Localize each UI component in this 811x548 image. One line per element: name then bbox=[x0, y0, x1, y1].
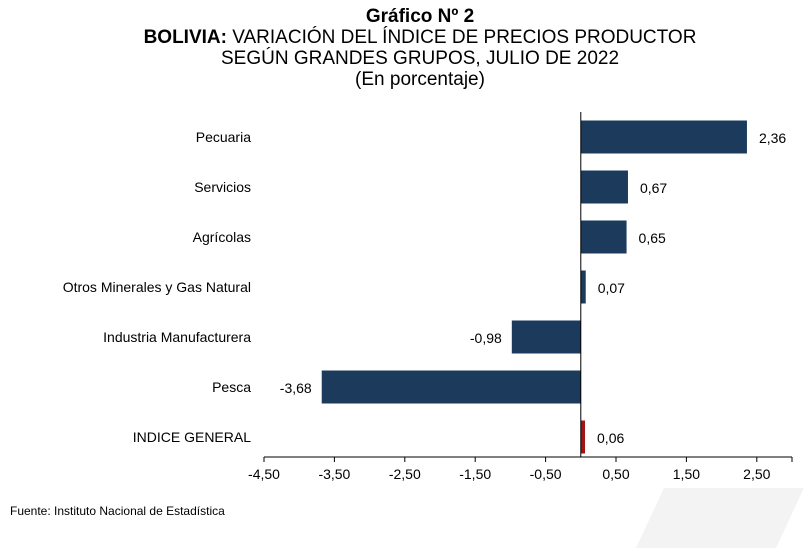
category-label: Pecuaria bbox=[196, 129, 251, 145]
source-note: Fuente: Instituto Nacional de Estadístic… bbox=[10, 504, 225, 518]
chart-title-country: BOLIVIA: bbox=[143, 27, 227, 48]
value-label: -0,98 bbox=[470, 330, 502, 346]
decorative-shape bbox=[636, 488, 804, 548]
bar-chart: Pecuaria 2,36 Servicios 0,67 Agrícolas 0,65 Ot… bbox=[63, 112, 793, 482]
value-label: 0,07 bbox=[598, 280, 625, 296]
chart-titles: Gráfico Nº 2 BOLIVIA: VARIACIÓN DEL ÍNDI… bbox=[0, 6, 811, 90]
bar-servicios bbox=[580, 170, 628, 204]
value-label: 2,36 bbox=[759, 130, 786, 146]
chart-number: Gráfico Nº 2 bbox=[365, 6, 475, 27]
x-tick-label: -4,50 bbox=[248, 466, 280, 482]
category-label: Servicios bbox=[194, 179, 251, 195]
bar-otros-minerales-y-gas-natural bbox=[580, 270, 586, 304]
value-label: -3,68 bbox=[280, 380, 312, 396]
bar-pesca bbox=[321, 370, 581, 404]
x-tick-label: -0,50 bbox=[530, 466, 562, 482]
chart-title-text: VARIACIÓN DEL ÍNDICE DE PRECIOS PRODUCTO… bbox=[226, 27, 697, 48]
chart-title: BOLIVIA: VARIACIÓN DEL ÍNDICE DE PRECIOS… bbox=[0, 27, 811, 48]
bar-indice-general bbox=[580, 420, 586, 454]
x-tick-label: 2,50 bbox=[743, 466, 770, 482]
category-label: Pesca bbox=[212, 379, 251, 395]
x-tick-label: -1,50 bbox=[459, 466, 491, 482]
category-label: INDICE GENERAL bbox=[133, 429, 251, 445]
category-label: Otros Minerales y Gas Natural bbox=[63, 279, 251, 295]
value-label: 0,06 bbox=[597, 430, 624, 446]
bar-agr-colas bbox=[580, 220, 627, 254]
category-label: Agrícolas bbox=[193, 229, 251, 245]
category-label: Industria Manufacturera bbox=[103, 329, 251, 345]
chart-unit: (En porcentaje) bbox=[355, 69, 485, 90]
x-tick-label: -2,50 bbox=[389, 466, 421, 482]
x-tick-label: 0,50 bbox=[602, 466, 629, 482]
chart-subtitle: SEGÚN GRANDES GRUPOS, JULIO DE 2022 bbox=[220, 48, 620, 69]
x-tick-label: 1,50 bbox=[673, 466, 700, 482]
bar-pecuaria bbox=[580, 120, 747, 154]
x-tick-label: -3,50 bbox=[318, 466, 350, 482]
value-label: 0,67 bbox=[640, 180, 667, 196]
value-label: 0,65 bbox=[639, 230, 666, 246]
bar-industria-manufacturera bbox=[511, 320, 581, 354]
